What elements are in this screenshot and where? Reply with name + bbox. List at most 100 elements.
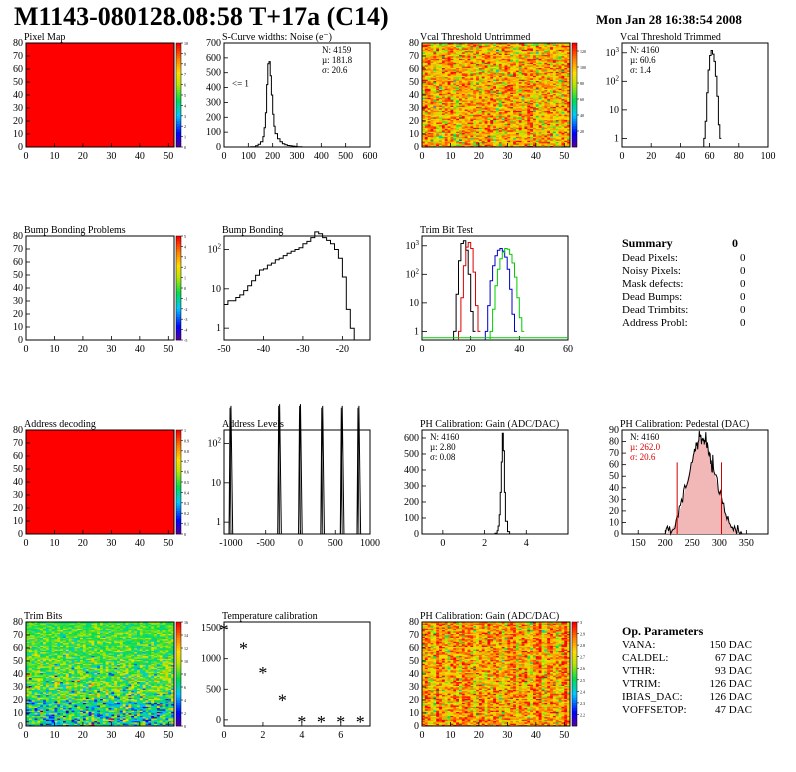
colorbar-cell [176, 461, 181, 464]
histogram-line [704, 51, 722, 148]
y-tick-label: 30 [609, 494, 619, 505]
colorbar-cell [176, 246, 181, 249]
x-tick-label: 50 [163, 344, 173, 355]
y-tick-label: 60 [609, 460, 619, 471]
y-tick-label: 60 [13, 64, 23, 75]
colorbar-cell [176, 511, 181, 514]
x-tick-label: 20 [78, 344, 88, 355]
colorbar-cell [572, 124, 577, 127]
colorbar-cell [176, 87, 181, 90]
y-tick-label: 90 [609, 425, 619, 436]
y-tick-label: 102 [208, 436, 222, 449]
colorbar-cell [176, 129, 181, 132]
x-tick-label: 40 [675, 151, 685, 162]
colorbar-cell [572, 126, 577, 129]
chart-title: Bump Bonding Problems [24, 225, 126, 236]
colorbar-cell [176, 296, 181, 299]
x-tick-label: 2 [482, 538, 487, 549]
colorbar-cell [572, 48, 577, 51]
y-tick-label: 60 [409, 64, 419, 75]
y-tick-label: 0 [18, 529, 23, 540]
colorbar-cell [176, 283, 181, 286]
colorbar-cell [176, 95, 181, 98]
colorbar-cell [176, 53, 181, 56]
colorbar-cell [176, 56, 181, 59]
x-tick-label: 0 [440, 538, 445, 549]
colorbar-cell [572, 108, 577, 111]
colorbar-cell [176, 453, 181, 456]
colorbar-cell [176, 116, 181, 119]
colorbar-cell [176, 433, 181, 436]
x-tick-label: 200 [658, 538, 673, 549]
colorbar-cell [176, 257, 181, 260]
y-tick-label: 60 [13, 257, 23, 268]
y-tick-label: 70 [609, 448, 619, 459]
colorbar-cell [572, 51, 577, 54]
colorbar-cell [176, 322, 181, 325]
histogram-line [224, 232, 358, 340]
colorbar-cell [176, 324, 181, 327]
colorbar-cell [176, 498, 181, 501]
plot-frame [224, 430, 370, 534]
colorbar-cell [176, 298, 181, 301]
colorbar-cell [176, 275, 181, 278]
y-tick-label: 20 [13, 503, 23, 514]
x-tick-label: 350 [739, 538, 754, 549]
colorbar-cell [176, 466, 181, 469]
stats-line: µ: 262.0 [630, 442, 661, 452]
y-tick-label: 300 [404, 481, 419, 492]
x-tick-label: 4 [524, 538, 529, 549]
chart-trim-bits: Trim Bits02468101214160 10 20 30 40 500102030… [13, 611, 188, 741]
colorbar-cell [176, 98, 181, 101]
colorbar-cell [572, 79, 577, 82]
y-tick-label: 0 [18, 335, 23, 346]
histogram-line [493, 433, 512, 534]
colorbar-cell [176, 51, 181, 54]
colorbar-cell [572, 69, 577, 72]
chart-title: S-Curve widths: Noise (e⁻) [222, 32, 332, 43]
colorbar-cell [176, 451, 181, 454]
colorbar-cell [176, 103, 181, 106]
colorbar-cell [176, 500, 181, 503]
y-tick-label: 102 [208, 242, 222, 255]
colorbar-cell [176, 518, 181, 521]
colorbar-label: -4 [184, 328, 187, 333]
colorbar-cell [572, 77, 577, 80]
y-tick-label: 10 [609, 517, 619, 528]
y-tick-label: 10 [211, 478, 221, 489]
y-tick-label: 700 [206, 38, 221, 49]
colorbar-cell [572, 134, 577, 137]
stats-line: µ: 181.8 [322, 55, 353, 65]
chart-title: Pixel Map [24, 32, 65, 43]
x-tick-label: 30 [106, 538, 116, 549]
stats-line: N: 4159 [322, 45, 352, 55]
chart-title: Trim Bit Test [420, 225, 473, 236]
stats-line: µ: 2.80 [430, 442, 456, 452]
y-tick-label: 0 [414, 142, 419, 153]
colorbar-label: 0.9 [184, 438, 189, 443]
colorbar-cell [176, 280, 181, 283]
colorbar-label: -3 [184, 317, 187, 322]
y-tick-label: 50 [13, 464, 23, 475]
x-tick-label: 40 [135, 344, 145, 355]
y-tick-label: 100 [404, 513, 419, 524]
colorbar-label: 5 [184, 93, 186, 98]
colorbar-label: 0.2 [184, 511, 189, 516]
stats-line: σ: 0.08 [430, 452, 456, 462]
colorbar-cell [572, 116, 577, 119]
plot-frame [26, 236, 174, 340]
x-tick-label: 400 [314, 151, 329, 162]
x-tick-label: 0 [420, 151, 425, 162]
colorbar-cell [572, 95, 577, 98]
colorbar-cell [176, 82, 181, 85]
colorbar-cell [176, 108, 181, 111]
colorbar-cell [176, 64, 181, 67]
x-tick-label: 40 [135, 151, 145, 162]
colorbar-cell [572, 137, 577, 140]
colorbar-label: 60 [580, 97, 584, 102]
colorbar-cell [572, 56, 577, 59]
x-tick-label: 20 [646, 151, 656, 162]
y-tick-label: 600 [404, 433, 419, 444]
colorbar-cell [176, 330, 181, 333]
